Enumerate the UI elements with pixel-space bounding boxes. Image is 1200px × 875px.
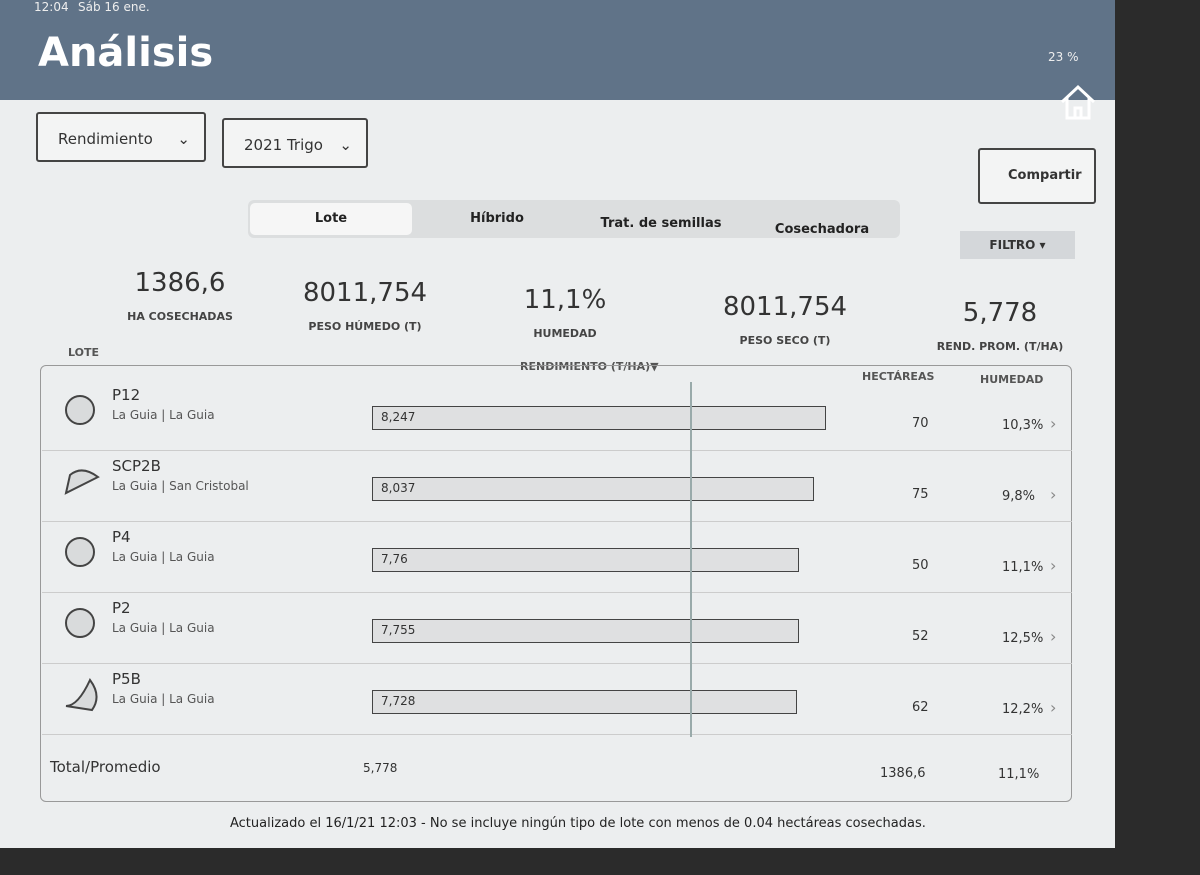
status-time: 12:04 <box>34 0 69 14</box>
table-row[interactable] <box>42 380 1072 451</box>
column-header: HUMEDAD <box>980 373 1044 386</box>
header-bar <box>0 0 1115 100</box>
total-humidity: 11,1% <box>998 767 1040 782</box>
table-row[interactable] <box>42 522 1072 593</box>
dropdown-label: 2021 Trigo <box>244 136 323 154</box>
stat-value: 1386,6 <box>134 268 226 298</box>
field-icon <box>62 676 102 720</box>
table-row[interactable] <box>42 664 1072 735</box>
yield-bar: 7,728 <box>372 690 798 714</box>
row-name: SCP2B <box>112 457 161 475</box>
tab[interactable]: Lote <box>250 203 412 235</box>
tab[interactable]: Cosechadora <box>774 222 870 237</box>
filter-button[interactable]: FILTRO ▾ <box>960 231 1075 259</box>
row-hectares: 70 <box>912 416 929 431</box>
filter-label: FILTRO <box>989 238 1036 252</box>
page-title: Análisis <box>38 30 214 76</box>
yield-bar: 7,76 <box>372 548 799 572</box>
row-humidity: 9,8% <box>1002 489 1036 504</box>
tab[interactable]: Trat. de semillas <box>600 216 722 231</box>
battery: 23 % <box>1048 50 1079 64</box>
row-name: P5B <box>112 670 141 688</box>
row-hectares: 52 <box>912 629 929 644</box>
row-hectares: 50 <box>912 558 929 573</box>
stat-label: REND. PROM. (T/HA) <box>936 340 1064 353</box>
table-row[interactable] <box>42 451 1072 522</box>
status-date: Sáb 16 ene. <box>78 0 150 14</box>
yield-bar: 7,755 <box>372 619 799 643</box>
field-icon <box>62 534 102 578</box>
stat-label: PESO HÚMEDO (T) <box>308 320 422 333</box>
chevron: › <box>1050 485 1057 504</box>
chevron: › <box>1050 698 1057 717</box>
row-name: P12 <box>112 386 141 404</box>
total-yield: 5,778 <box>363 761 398 775</box>
dropdown-label: Rendimiento <box>58 130 153 148</box>
row-name: P2 <box>112 599 131 617</box>
stat-value: 8011,754 <box>722 292 848 322</box>
yield-bar: 8,037 <box>372 477 815 501</box>
table-row[interactable] <box>42 593 1072 664</box>
stat-value: 11,1% <box>523 285 607 315</box>
column-header-label: RENDIMIENTO (T/HA) <box>520 360 651 373</box>
total-label: Total/Promedio <box>50 758 161 776</box>
row-humidity: 12,5% <box>1002 631 1044 646</box>
chevron: › <box>1050 556 1057 575</box>
stat-value: 5,778 <box>962 298 1038 328</box>
chevron: › <box>1050 627 1057 646</box>
stat-label: HA COSECHADAS <box>127 310 233 323</box>
screen: 12:04 Sáb 16 ene. 23 % Análisis Rendimie… <box>0 0 1115 848</box>
yield-bar: 8,247 <box>372 406 826 430</box>
share-button[interactable]: Compartir <box>978 148 1096 204</box>
home-icon[interactable] <box>1058 82 1098 122</box>
field-icon <box>62 392 102 436</box>
stat-label: PESO SECO (T) <box>739 334 831 347</box>
row-location: La Guia | La Guia <box>112 692 215 706</box>
tab[interactable]: Híbrido <box>470 211 524 226</box>
row-location: La Guia | San Cristobal <box>112 479 249 493</box>
footer-note: Actualizado el 16/1/21 12:03 - No se inc… <box>230 816 926 831</box>
column-header: LOTE <box>68 346 99 359</box>
field-icon <box>62 605 102 649</box>
total-hectares: 1386,6 <box>880 766 926 781</box>
row-hectares: 75 <box>912 487 929 502</box>
row-hectares: 62 <box>912 700 929 715</box>
row-humidity: 12,2% <box>1002 702 1044 717</box>
stat-value: 8011,754 <box>302 278 428 308</box>
row-location: La Guia | La Guia <box>112 550 215 564</box>
row-name: P4 <box>112 528 131 546</box>
row-location: La Guia | La Guia <box>112 621 215 635</box>
row-location: La Guia | La Guia <box>112 408 215 422</box>
field-icon <box>62 463 102 507</box>
column-header: HECTÁREAS <box>862 370 935 383</box>
chevron: › <box>1050 414 1057 433</box>
dropdown[interactable]: Rendimiento ⌄ <box>36 112 206 162</box>
row-humidity: 11,1% <box>1002 560 1044 575</box>
row-humidity: 10,3% <box>1002 418 1044 433</box>
stat-label: HUMEDAD <box>533 327 597 340</box>
column-header[interactable]: RENDIMIENTO (T/HA)▼ <box>520 360 659 373</box>
dropdown[interactable]: 2021 Trigo ⌄ <box>222 118 368 168</box>
table <box>40 365 1072 802</box>
average-line <box>689 382 692 737</box>
